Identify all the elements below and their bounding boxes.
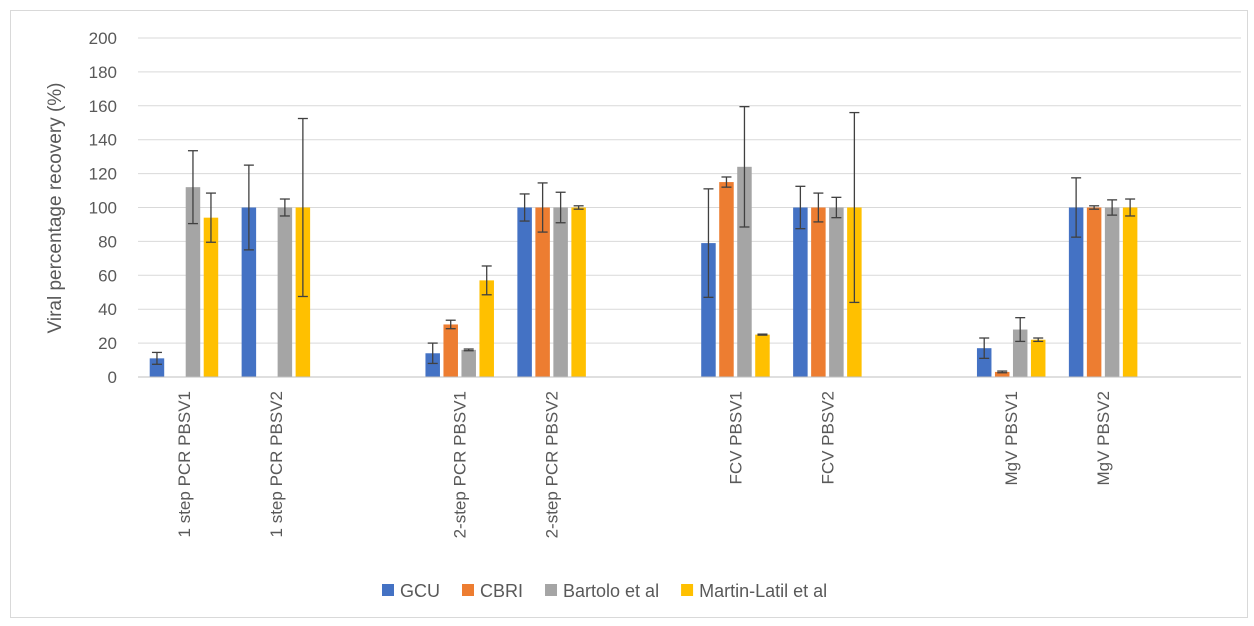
bar xyxy=(277,207,293,377)
bar xyxy=(461,349,476,377)
y-tick-label: 120 xyxy=(89,165,117,184)
bar xyxy=(793,207,808,377)
bar xyxy=(829,207,844,377)
chart-frame: 0 20 40 60 80 100 120 140 160 180 200 1 step PCR PB… xyxy=(10,10,1248,618)
x-tick-label: 2-step PCR PBSV2 xyxy=(543,391,562,538)
legend-label: GCU xyxy=(400,581,440,601)
legend-item: CBRI xyxy=(462,581,523,601)
bar xyxy=(811,207,826,377)
x-tick-label: FCV PBSV1 xyxy=(726,391,745,485)
bar xyxy=(185,187,201,377)
bar xyxy=(1122,207,1138,377)
x-tick-label: MgV PBSV1 xyxy=(1002,391,1021,486)
legend-item: GCU xyxy=(382,581,440,601)
bar xyxy=(994,371,1010,377)
bar xyxy=(571,207,586,377)
y-tick-label: 60 xyxy=(98,266,117,285)
y-axis-label: Viral percentage recovery (%) xyxy=(45,83,66,334)
y-tick-label: 140 xyxy=(89,131,117,150)
bar xyxy=(517,207,532,377)
y-tick-label: 160 xyxy=(89,97,117,116)
bar-chart: 0 20 40 60 80 100 120 140 160 180 200 1 step PCR PB… xyxy=(45,29,1241,601)
error-bars xyxy=(151,105,1136,374)
gridlines xyxy=(138,37,1241,344)
legend-item: Martin-Latil et al xyxy=(681,581,827,601)
y-tick-label: 20 xyxy=(98,334,117,353)
y-tick-label: 80 xyxy=(98,232,117,251)
legend-label: CBRI xyxy=(480,581,523,601)
bars xyxy=(149,166,1138,377)
y-tick-label: 180 xyxy=(89,63,117,82)
x-tick-label: FCV PBSV2 xyxy=(818,391,837,485)
legend-swatch xyxy=(545,584,558,596)
bar xyxy=(976,348,992,377)
legend-swatch xyxy=(382,584,394,596)
bar xyxy=(1086,207,1102,377)
bar xyxy=(479,280,494,377)
bar xyxy=(1104,207,1120,377)
y-tick-label: 0 xyxy=(108,368,117,387)
x-tick-label: 1 step PCR PBSV2 xyxy=(267,391,286,537)
bar xyxy=(149,358,165,377)
y-tick-label: 40 xyxy=(98,300,117,319)
bar xyxy=(701,243,716,377)
bar xyxy=(737,166,752,377)
bar xyxy=(425,353,440,377)
bar xyxy=(1030,339,1046,377)
x-tick-label: 1 step PCR PBSV1 xyxy=(175,391,194,537)
x-tick-label: 2-step PCR PBSV1 xyxy=(451,391,470,538)
x-tick-label: MgV PBSV2 xyxy=(1094,391,1113,486)
bar xyxy=(719,182,734,377)
axes: 0 20 40 60 80 100 120 140 160 180 200 1 step PCR PB… xyxy=(89,29,1241,538)
bar xyxy=(203,217,219,377)
bar xyxy=(755,334,770,377)
bar xyxy=(535,207,550,377)
bar xyxy=(443,324,458,377)
bar xyxy=(1068,207,1084,377)
legend-swatch xyxy=(462,584,474,596)
legend-item: Bartolo et al xyxy=(545,581,659,601)
y-tick-label: 200 xyxy=(89,29,117,48)
y-tick-label: 100 xyxy=(89,199,117,218)
legend: GCU CBRI Bartolo et al Martin-Latil et al xyxy=(382,581,827,601)
bar xyxy=(553,207,568,377)
legend-label: Bartolo et al xyxy=(563,581,659,601)
legend-label: Martin-Latil et al xyxy=(699,581,827,601)
legend-swatch xyxy=(681,584,694,596)
